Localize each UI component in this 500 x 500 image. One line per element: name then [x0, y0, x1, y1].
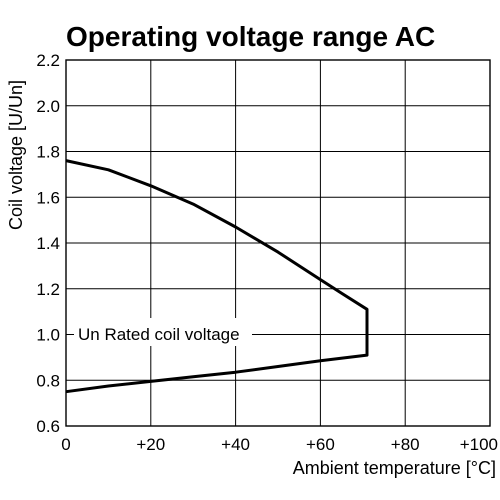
y-tick-label: 1.0: [36, 326, 60, 345]
series-group: [65, 159, 369, 394]
y-tick-label: 2.0: [36, 97, 60, 116]
chart-title: Operating voltage range AC: [66, 21, 435, 52]
y-tick-label: 1.6: [36, 188, 60, 207]
y-tick-label: 2.2: [36, 51, 60, 70]
x-tick-labels: 0 +20 +40 +60 +80 +100: [61, 435, 498, 454]
y-tick-labels: 0.6 0.8 1.0 1.2 1.4 1.6 1.8 2.0 2.2: [36, 51, 60, 436]
annotation-background: [74, 318, 252, 346]
y-tick-label: 0.8: [36, 371, 60, 390]
annotation: Un Rated coil voltage: [74, 318, 252, 346]
annotation-text: Un Rated coil voltage: [78, 325, 240, 344]
y-axis-label: Coil voltage [U/Un]: [6, 80, 26, 230]
y-tick-label: 1.2: [36, 280, 60, 299]
x-axis-label: Ambient temperature [°C]: [293, 458, 496, 478]
y-tick-label: 0.6: [36, 417, 60, 436]
x-tick-label: +80: [391, 435, 420, 454]
y-tick-label: 1.4: [36, 234, 60, 253]
x-tick-label: +20: [136, 435, 165, 454]
x-tick-label: 0: [61, 435, 70, 454]
series-line: [65, 159, 369, 394]
x-tick-label: +100: [460, 435, 498, 454]
grid: [65, 59, 491, 427]
x-tick-label: +40: [221, 435, 250, 454]
y-tick-label: 1.8: [36, 143, 60, 162]
x-tick-label: +60: [306, 435, 335, 454]
